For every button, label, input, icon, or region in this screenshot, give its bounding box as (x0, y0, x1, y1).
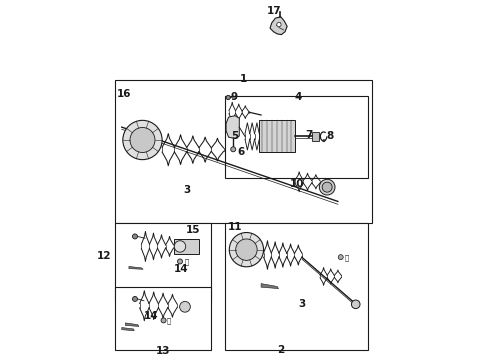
Circle shape (323, 140, 325, 142)
Bar (115, 80, 372, 223)
Circle shape (226, 95, 230, 100)
Text: 12: 12 (97, 251, 111, 261)
Text: 8: 8 (326, 131, 334, 141)
Text: 15: 15 (186, 225, 200, 235)
Circle shape (174, 241, 186, 252)
Text: 13: 13 (156, 346, 170, 356)
Bar (115, 287, 211, 350)
Polygon shape (122, 328, 134, 331)
Text: 16: 16 (117, 89, 131, 99)
Text: 4: 4 (295, 92, 302, 102)
Bar (173, 239, 198, 254)
Circle shape (319, 179, 335, 195)
Text: 14: 14 (144, 311, 159, 321)
Text: 7: 7 (306, 130, 313, 140)
Circle shape (132, 234, 138, 239)
Polygon shape (270, 17, 287, 35)
Bar (225, 96, 368, 178)
Circle shape (277, 22, 281, 27)
Text: 3: 3 (184, 185, 191, 195)
Text: 1: 1 (240, 73, 247, 84)
Circle shape (322, 182, 332, 192)
Text: 14: 14 (173, 264, 188, 274)
Polygon shape (226, 116, 239, 139)
Text: 11: 11 (228, 222, 242, 232)
Circle shape (338, 255, 343, 260)
Text: 10: 10 (290, 179, 304, 189)
Circle shape (161, 318, 166, 323)
Polygon shape (125, 323, 139, 327)
Circle shape (180, 301, 190, 312)
Text: 2: 2 (277, 345, 284, 355)
Text: ก: ก (344, 255, 348, 261)
Text: 9: 9 (230, 92, 237, 102)
Bar (312, 132, 319, 141)
Circle shape (229, 233, 264, 267)
Bar (259, 120, 295, 153)
Polygon shape (261, 284, 279, 289)
Text: ก: ก (167, 317, 171, 324)
Text: 3: 3 (298, 299, 305, 309)
Text: 5: 5 (231, 131, 239, 141)
Bar (225, 223, 368, 350)
Text: ก: ก (184, 259, 189, 265)
Circle shape (130, 127, 155, 153)
Circle shape (123, 120, 162, 159)
Text: 17: 17 (267, 6, 282, 17)
Circle shape (231, 147, 236, 152)
Bar (115, 223, 211, 301)
Circle shape (132, 296, 138, 301)
Polygon shape (129, 266, 143, 269)
Text: 6: 6 (238, 147, 245, 157)
Circle shape (351, 300, 360, 309)
Circle shape (177, 259, 182, 264)
Circle shape (236, 239, 257, 260)
